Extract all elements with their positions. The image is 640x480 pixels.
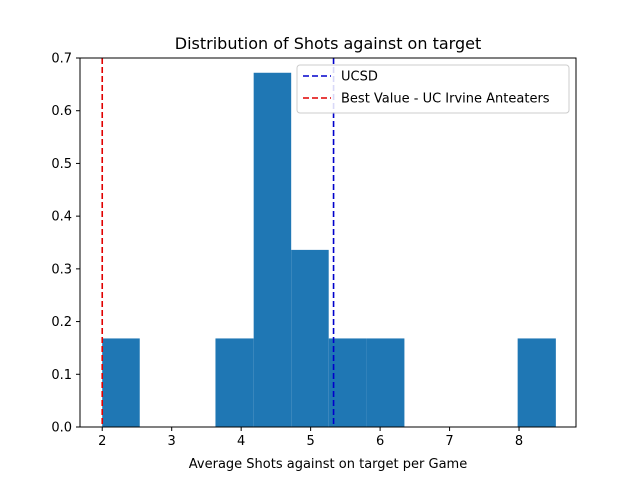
y-axis-ticks: 0.0 0.1 0.2 0.3 0.4 0.5 0.6 0.7 (51, 52, 80, 436)
y-tick-label-4: 0.4 (51, 210, 72, 225)
bars-layer (102, 72, 556, 427)
plot-area-frame (79, 57, 577, 428)
legend-label-1: Best Value - UC Irvine Anteaters (341, 92, 550, 107)
x-tick-label-3: 5 (306, 434, 314, 449)
histogram-bar-3 (215, 338, 254, 427)
legend-label-0: UCSD (341, 70, 378, 85)
histogram-bar-11 (517, 338, 556, 427)
y-tick-label-2: 0.2 (51, 315, 72, 330)
histogram-bar-0 (102, 338, 140, 427)
y-tick-label-5: 0.5 (51, 157, 72, 172)
x-axis-label: Average Shots against on target per Game (189, 457, 467, 472)
y-tick-label-3: 0.3 (51, 262, 72, 277)
x-axis-ticks: 2 3 4 5 6 7 8 (98, 427, 523, 449)
x-tick-label-1: 3 (168, 434, 176, 449)
legend-box (296, 64, 570, 114)
x-tick-label-0: 2 (98, 434, 106, 449)
histogram-bar-4 (253, 72, 292, 427)
y-tick-label-7: 0.7 (51, 52, 72, 67)
y-tick-label-1: 0.1 (51, 368, 72, 383)
reference-lines-layer (101, 58, 335, 427)
y-tick-label-0: 0.0 (51, 421, 72, 436)
legend: UCSD Best Value - UC Irvine Anteaters (296, 64, 570, 114)
x-tick-label-6: 8 (515, 434, 523, 449)
histogram-bar-5 (291, 249, 329, 427)
x-tick-label-2: 4 (237, 434, 245, 449)
x-tick-label-4: 6 (376, 434, 384, 449)
histogram-bar-7 (366, 338, 405, 427)
histogram-bar-6 (328, 338, 367, 427)
x-tick-label-5: 7 (445, 434, 453, 449)
y-tick-label-6: 0.6 (51, 104, 72, 119)
chart-title: Distribution of Shots against on target (175, 34, 481, 53)
